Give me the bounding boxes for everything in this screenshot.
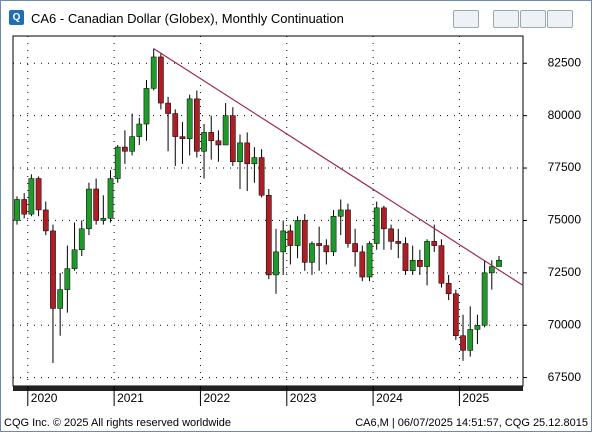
candle-body [165, 102, 171, 114]
candle-body [129, 136, 135, 152]
time-strip [13, 386, 523, 391]
candle-body [107, 178, 114, 219]
candle-body [35, 178, 42, 211]
candle-body [78, 228, 85, 251]
candle-body [50, 230, 56, 309]
candle-body [143, 88, 150, 125]
candle-body [172, 113, 179, 137]
candle-body [445, 283, 452, 295]
candle-body [28, 178, 35, 215]
footer-right: CA6,M | 06/07/2025 14:51:57, CQG 25.12.8… [355, 417, 588, 429]
candle-body [158, 56, 164, 104]
y-tick-label: 67500 [548, 370, 582, 384]
candle-body [136, 123, 143, 137]
candle-body [402, 243, 409, 271]
minimize-button[interactable] [493, 10, 519, 28]
candle-body [179, 136, 186, 139]
x-tick-label: 2022 [203, 391, 230, 405]
candle-body [345, 209, 351, 244]
footer-left: CQG Inc. © 2025 All rights reserved worl… [4, 417, 231, 429]
candle-body [438, 245, 445, 284]
candle-body [222, 115, 229, 146]
candle-body [330, 215, 337, 253]
candle-body [86, 188, 92, 230]
candle-body [460, 335, 466, 351]
candle-body [265, 195, 272, 276]
candle-body [280, 230, 287, 253]
y-tick-label: 82500 [548, 55, 582, 69]
candle-body [294, 220, 301, 246]
x-tick-label: 2021 [117, 391, 144, 405]
candle-body [251, 157, 258, 165]
candle-body [64, 268, 71, 290]
footer: CQG Inc. © 2025 All rights reserved worl… [1, 416, 591, 431]
candle-body [431, 241, 438, 246]
candle-body [301, 220, 308, 263]
candle-body [409, 260, 416, 271]
candle-body [496, 260, 502, 267]
candle-body [316, 243, 322, 246]
candle-body [42, 209, 49, 232]
candle-body [337, 209, 344, 217]
maximize-button[interactable] [520, 10, 546, 28]
candle-body [467, 329, 474, 351]
candle-body [122, 146, 128, 152]
x-tick-label: 2024 [376, 391, 403, 405]
candle-body [373, 207, 380, 244]
candle-body [424, 241, 430, 267]
x-tick-label: 2023 [290, 391, 317, 405]
candle-body [186, 98, 193, 139]
candle-body [388, 228, 394, 242]
candle-body [71, 249, 78, 269]
candle-body [201, 132, 207, 152]
candle-body [194, 98, 200, 152]
x-tick-label: 2025 [462, 391, 489, 405]
candle-body [237, 142, 243, 162]
candle-body [474, 324, 481, 330]
candle-body [258, 157, 265, 196]
candle-body [488, 266, 495, 274]
candle-body [150, 56, 157, 89]
y-tick-label: 75000 [548, 213, 582, 227]
candle-body [309, 243, 315, 263]
chart-title: CA6 - Canadian Dollar (Globex), Monthly … [31, 11, 344, 26]
candle-body [273, 251, 279, 276]
candle-body [352, 243, 358, 253]
candle-body [366, 243, 373, 278]
candle-body [21, 199, 28, 215]
candle-body [208, 132, 215, 142]
candle-body [57, 289, 64, 309]
y-tick-label: 72500 [548, 265, 582, 279]
trendline [153, 48, 524, 286]
candle-body [244, 142, 251, 165]
link-button[interactable] [453, 10, 479, 28]
candle-body [359, 251, 366, 278]
candle-body [323, 245, 330, 253]
x-tick-label: 2020 [31, 391, 58, 405]
candle-body [395, 241, 402, 244]
chart: 67500 70000 72500 75000 77500 80000 82500 2020 2… [12, 35, 582, 406]
candle-body [229, 115, 236, 162]
candle-body [215, 140, 222, 146]
candle-body [381, 207, 387, 230]
y-tick-label: 77500 [548, 160, 582, 174]
close-button[interactable] [547, 10, 573, 28]
candle-body [287, 230, 294, 246]
title-bar: Q CA6 - Canadian Dollar (Globex), Monthl… [1, 1, 591, 35]
candle-body [417, 260, 423, 267]
candle-body [14, 199, 20, 221]
candle-body [114, 146, 121, 179]
y-tick-label: 70000 [548, 317, 582, 331]
candle-body [481, 272, 488, 326]
candle-body [100, 218, 107, 221]
candle-body [93, 188, 99, 221]
app-icon: Q [9, 10, 24, 25]
y-tick-label: 80000 [548, 108, 582, 122]
candle-body [452, 293, 459, 336]
